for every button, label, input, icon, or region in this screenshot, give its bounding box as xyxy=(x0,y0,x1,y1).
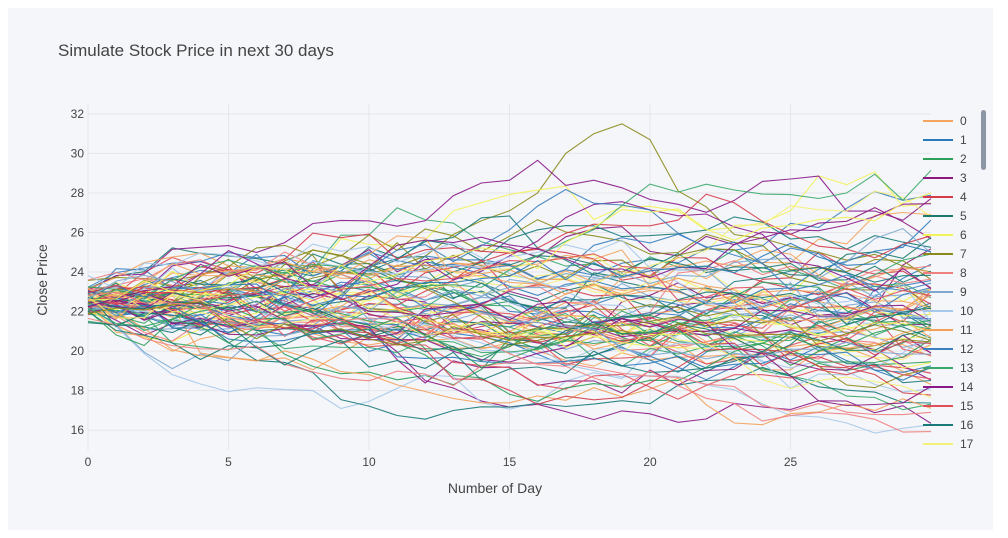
series-line[interactable] xyxy=(87,282,932,336)
legend-label[interactable]: 12 xyxy=(960,342,974,356)
series-line[interactable] xyxy=(87,170,932,304)
series-line[interactable] xyxy=(87,201,932,328)
series-line[interactable] xyxy=(87,203,932,310)
y-tick-label: 20 xyxy=(71,344,85,358)
x-tick-label: 20 xyxy=(643,455,657,469)
series-line[interactable] xyxy=(87,253,932,312)
series-line[interactable] xyxy=(87,284,932,405)
legend-label[interactable]: 9 xyxy=(960,285,967,299)
y-tick-label: 30 xyxy=(71,146,85,160)
series-line[interactable] xyxy=(87,296,932,362)
series-line[interactable] xyxy=(87,239,932,323)
series-line[interactable] xyxy=(87,235,932,339)
legend-label[interactable]: 4 xyxy=(960,190,967,204)
legend-label[interactable]: 5 xyxy=(960,209,967,223)
y-tick-label: 22 xyxy=(71,305,85,319)
series-line[interactable] xyxy=(87,264,932,366)
x-axis-title: Number of Day xyxy=(448,480,542,496)
series-line[interactable] xyxy=(87,289,932,339)
y-tick-label: 26 xyxy=(71,226,85,240)
series-line[interactable] xyxy=(87,305,932,369)
y-tick-label: 32 xyxy=(71,107,85,121)
legend-label[interactable]: 14 xyxy=(960,380,974,394)
series-line[interactable] xyxy=(87,159,932,291)
series-line[interactable] xyxy=(87,289,932,400)
series-line[interactable] xyxy=(87,188,932,309)
legend-label[interactable]: 11 xyxy=(960,323,973,337)
y-tick-label: 16 xyxy=(71,423,85,437)
series-lines xyxy=(87,123,932,434)
axes: 0 5 10 15 20 25 16 18 20 22 24 26 28 30 32 xyxy=(71,107,798,469)
legend-label[interactable]: 15 xyxy=(960,399,974,413)
series-line[interactable] xyxy=(87,193,932,305)
legend-label[interactable]: 7 xyxy=(960,247,967,261)
legend-label[interactable]: 8 xyxy=(960,266,967,280)
legend-label[interactable]: 13 xyxy=(960,361,974,375)
series-line[interactable] xyxy=(87,216,932,317)
series-line[interactable] xyxy=(87,282,932,328)
series-line[interactable] xyxy=(87,284,932,381)
x-tick-label: 5 xyxy=(225,455,232,469)
legend-label[interactable]: 6 xyxy=(960,228,967,242)
legend-label[interactable]: 16 xyxy=(960,418,974,432)
series-line[interactable] xyxy=(87,301,932,346)
x-tick-label: 0 xyxy=(85,455,92,469)
line-chart: Simulate Stock Price in next 30 days 0 5 1… xyxy=(34,41,986,496)
series-line[interactable] xyxy=(87,274,932,360)
legend-scrollbar[interactable] xyxy=(981,110,986,170)
series-line[interactable] xyxy=(87,291,932,361)
series-line[interactable] xyxy=(87,263,932,373)
series-line[interactable] xyxy=(87,291,932,433)
x-tick-label: 10 xyxy=(362,455,376,469)
series-line[interactable] xyxy=(87,294,932,399)
legend-label[interactable]: 3 xyxy=(960,171,967,185)
series-line[interactable] xyxy=(87,309,932,402)
legend-label[interactable]: 2 xyxy=(960,152,967,166)
series-line[interactable] xyxy=(87,261,932,407)
series-line[interactable] xyxy=(87,227,932,370)
y-tick-label: 24 xyxy=(71,265,85,279)
chart-area: Simulate Stock Price in next 30 days 0 5 1… xyxy=(8,8,993,530)
legend-label[interactable]: 17 xyxy=(960,437,974,451)
series-line[interactable] xyxy=(87,310,932,426)
legend-label[interactable]: 10 xyxy=(960,304,974,318)
series-line[interactable] xyxy=(87,303,932,410)
y-axis-title: Close Price xyxy=(34,244,50,316)
x-tick-label: 15 xyxy=(503,455,517,469)
y-tick-label: 18 xyxy=(71,384,85,398)
legend-label[interactable]: 0 xyxy=(960,114,967,128)
chart-title: Simulate Stock Price in next 30 days xyxy=(58,41,334,60)
series-line[interactable] xyxy=(87,219,932,305)
legend-label[interactable]: 1 xyxy=(960,133,967,147)
series-line[interactable] xyxy=(87,267,932,322)
series-line[interactable] xyxy=(87,253,932,354)
y-tick-label: 28 xyxy=(71,186,85,200)
x-tick-label: 25 xyxy=(784,455,798,469)
series-line[interactable] xyxy=(87,192,932,301)
series-line[interactable] xyxy=(87,317,932,416)
series-line[interactable] xyxy=(87,281,932,358)
series-line[interactable] xyxy=(87,255,932,312)
